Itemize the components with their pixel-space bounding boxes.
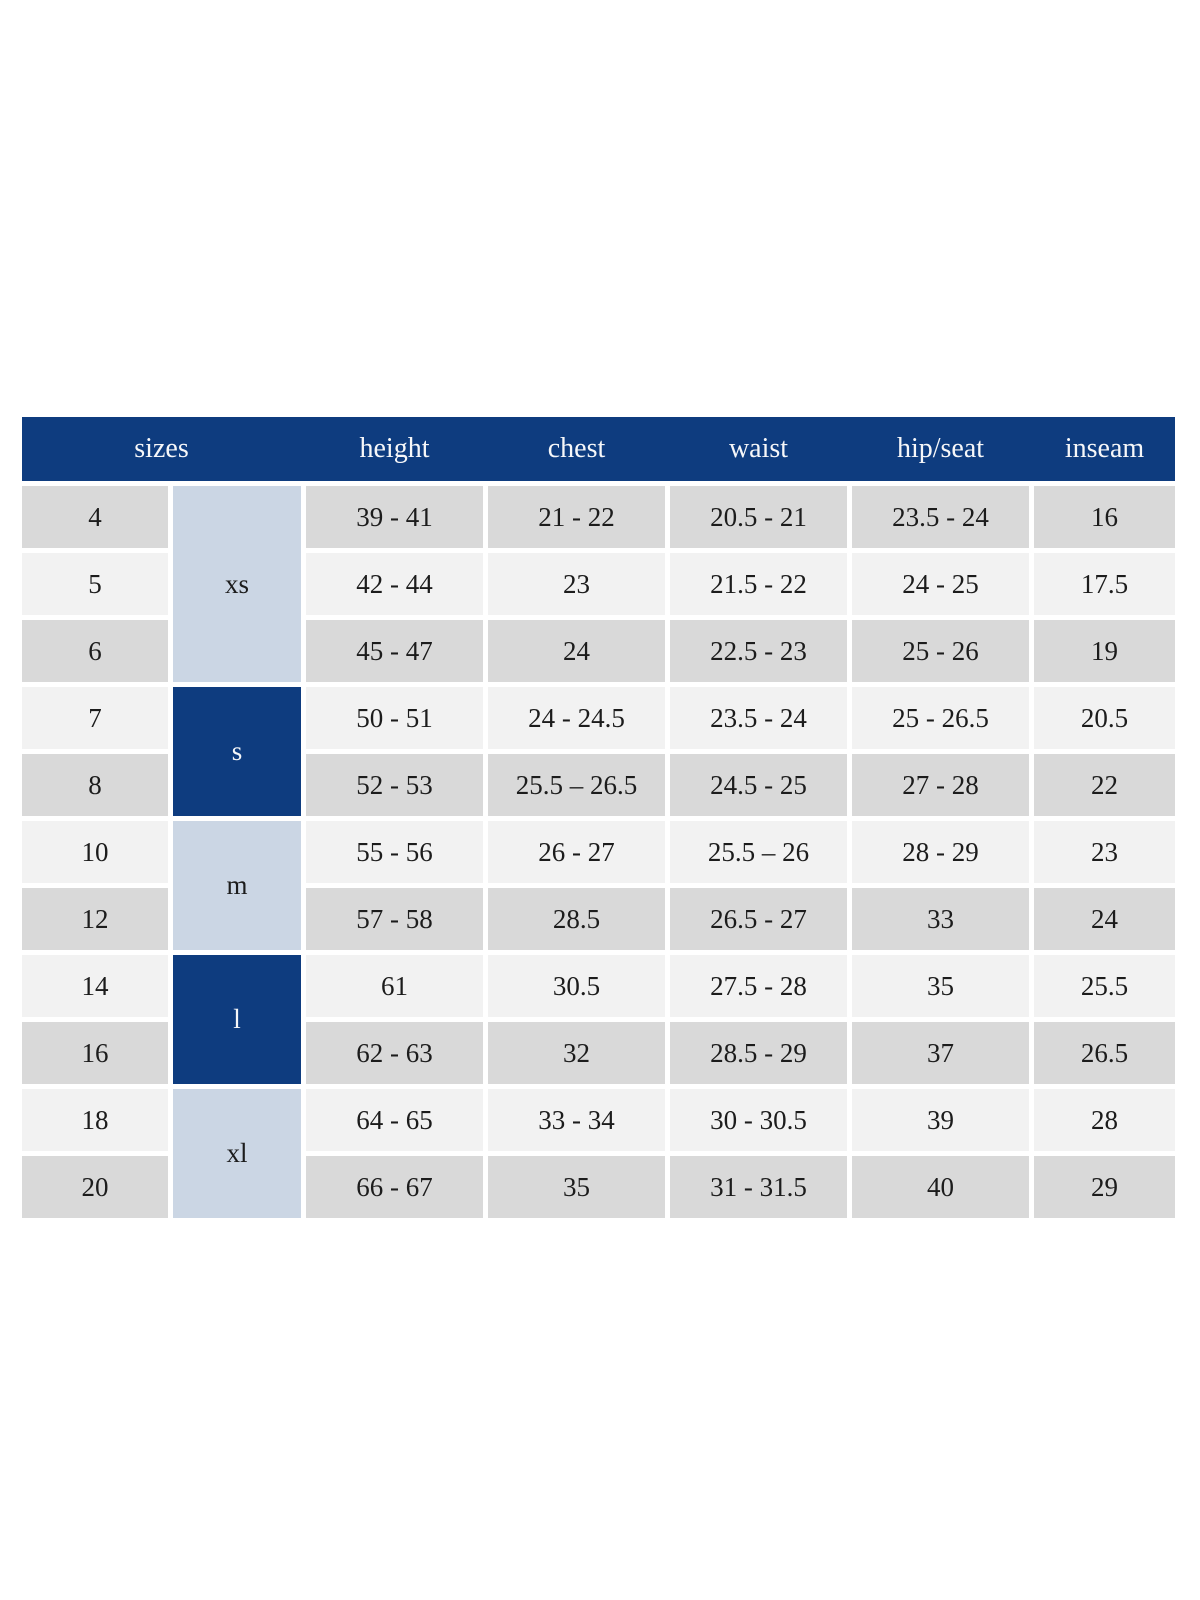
size-cell: 7 (22, 687, 168, 749)
hip-seat-cell: 37 (852, 1022, 1029, 1084)
inseam-cell: 23 (1034, 821, 1175, 883)
height-cell: 52 - 53 (306, 754, 483, 816)
hip-seat-cell: 25 - 26.5 (852, 687, 1029, 749)
chest-cell: 24 (488, 620, 665, 682)
height-cell: 50 - 51 (306, 687, 483, 749)
height-cell: 42 - 44 (306, 553, 483, 615)
size-cell: 8 (22, 754, 168, 816)
inseam-cell: 28 (1034, 1089, 1175, 1151)
chest-cell: 26 - 27 (488, 821, 665, 883)
header-hip-seat: hip/seat (896, 433, 985, 464)
header-inseam: inseam (1064, 433, 1145, 464)
chest-cell: 23 (488, 553, 665, 615)
header-sizes: sizes (134, 433, 189, 464)
chest-cell: 21 - 22 (488, 486, 665, 548)
waist-cell: 20.5 - 21 (670, 486, 847, 548)
waist-cell: 23.5 - 24 (670, 687, 847, 749)
chest-cell: 35 (488, 1156, 665, 1218)
inseam-cell: 29 (1034, 1156, 1175, 1218)
size-cell: 5 (22, 553, 168, 615)
waist-cell: 25.5 – 26 (670, 821, 847, 883)
height-cell: 61 (306, 955, 483, 1017)
waist-cell: 26.5 - 27 (670, 888, 847, 950)
height-cell: 66 - 67 (306, 1156, 483, 1218)
header-height: height (359, 433, 430, 464)
chest-cell: 30.5 (488, 955, 665, 1017)
waist-cell: 31 - 31.5 (670, 1156, 847, 1218)
inseam-cell: 20.5 (1034, 687, 1175, 749)
hip-seat-cell: 25 - 26 (852, 620, 1029, 682)
height-cell: 64 - 65 (306, 1089, 483, 1151)
chest-cell: 33 - 34 (488, 1089, 665, 1151)
group-cell-s: s (173, 687, 301, 816)
table-header-row: sizes height chest waist hip/seat inseam (22, 417, 1175, 481)
inseam-cell: 22 (1034, 754, 1175, 816)
height-cell: 57 - 58 (306, 888, 483, 950)
group-cell-xs: xs (173, 486, 301, 682)
inseam-cell: 25.5 (1034, 955, 1175, 1017)
size-cell: 14 (22, 955, 168, 1017)
header-chest: chest (547, 433, 606, 464)
waist-cell: 28.5 - 29 (670, 1022, 847, 1084)
inseam-cell: 26.5 (1034, 1022, 1175, 1084)
inseam-cell: 16 (1034, 486, 1175, 548)
height-cell: 55 - 56 (306, 821, 483, 883)
size-cell: 10 (22, 821, 168, 883)
hip-seat-cell: 39 (852, 1089, 1029, 1151)
waist-cell: 30 - 30.5 (670, 1089, 847, 1151)
chest-cell: 24 - 24.5 (488, 687, 665, 749)
hip-seat-cell: 35 (852, 955, 1029, 1017)
hip-seat-cell: 27 - 28 (852, 754, 1029, 816)
inseam-cell: 24 (1034, 888, 1175, 950)
inseam-cell: 17.5 (1034, 553, 1175, 615)
size-cell: 12 (22, 888, 168, 950)
hip-seat-cell: 33 (852, 888, 1029, 950)
chest-cell: 25.5 – 26.5 (488, 754, 665, 816)
hip-seat-cell: 28 - 29 (852, 821, 1029, 883)
hip-seat-cell: 23.5 - 24 (852, 486, 1029, 548)
height-cell: 39 - 41 (306, 486, 483, 548)
group-cell-xl: xl (173, 1089, 301, 1218)
waist-cell: 22.5 - 23 (670, 620, 847, 682)
chest-cell: 28.5 (488, 888, 665, 950)
waist-cell: 27.5 - 28 (670, 955, 847, 1017)
size-cell: 18 (22, 1089, 168, 1151)
size-cell: 6 (22, 620, 168, 682)
size-cell: 4 (22, 486, 168, 548)
hip-seat-cell: 24 - 25 (852, 553, 1029, 615)
size-cell: 16 (22, 1022, 168, 1084)
chest-cell: 32 (488, 1022, 665, 1084)
header-waist: waist (728, 433, 789, 464)
group-cell-l: l (173, 955, 301, 1084)
size-cell: 20 (22, 1156, 168, 1218)
group-cell-m: m (173, 821, 301, 950)
hip-seat-cell: 40 (852, 1156, 1029, 1218)
waist-cell: 21.5 - 22 (670, 553, 847, 615)
height-cell: 62 - 63 (306, 1022, 483, 1084)
height-cell: 45 - 47 (306, 620, 483, 682)
inseam-cell: 19 (1034, 620, 1175, 682)
waist-cell: 24.5 - 25 (670, 754, 847, 816)
size-chart-table: sizes height chest waist hip/seat inseam… (22, 417, 1175, 1218)
